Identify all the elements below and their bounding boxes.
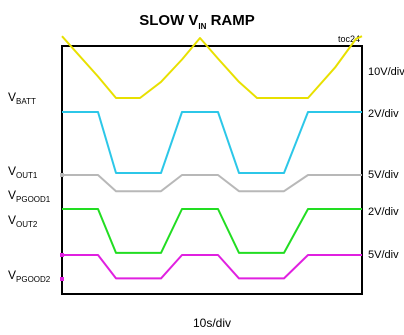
figure-id: toc24 <box>338 34 360 44</box>
trace-3 <box>62 208 362 254</box>
scale-vpgood1: 2V/div <box>368 206 399 218</box>
label-vout1: VOUT1 <box>8 164 38 180</box>
title-sub: IN <box>198 22 206 31</box>
scale-vout1: 5V/div <box>368 169 399 181</box>
ground-marker-0 <box>60 173 64 177</box>
title-main: SLOW V <box>139 12 198 29</box>
trace-2 <box>62 174 362 193</box>
scale-vout2: 5V/div <box>368 249 399 261</box>
scale-ch2: 2V/div <box>368 108 399 120</box>
chart-title: SLOW VIN RAMP <box>139 12 255 31</box>
ground-marker-2 <box>60 277 64 281</box>
title-rest: RAMP <box>206 12 254 29</box>
x-axis-label: 10s/div <box>193 316 231 330</box>
trace-4 <box>62 254 362 280</box>
trace-1 <box>62 111 362 174</box>
label-vpgood2: VPGOOD2 <box>8 268 51 284</box>
label-vout2: VOUT2 <box>8 213 38 229</box>
label-vpgood1: VPGOOD1 <box>8 188 51 204</box>
plot-frame <box>61 45 363 295</box>
traces <box>61 35 363 280</box>
ground-marker-1 <box>60 253 64 257</box>
trace-0 <box>61 35 363 99</box>
ground-markers <box>60 173 64 281</box>
label-vbatt: VBATT <box>8 90 36 106</box>
scale-vbatt: 10V/div <box>368 66 404 78</box>
